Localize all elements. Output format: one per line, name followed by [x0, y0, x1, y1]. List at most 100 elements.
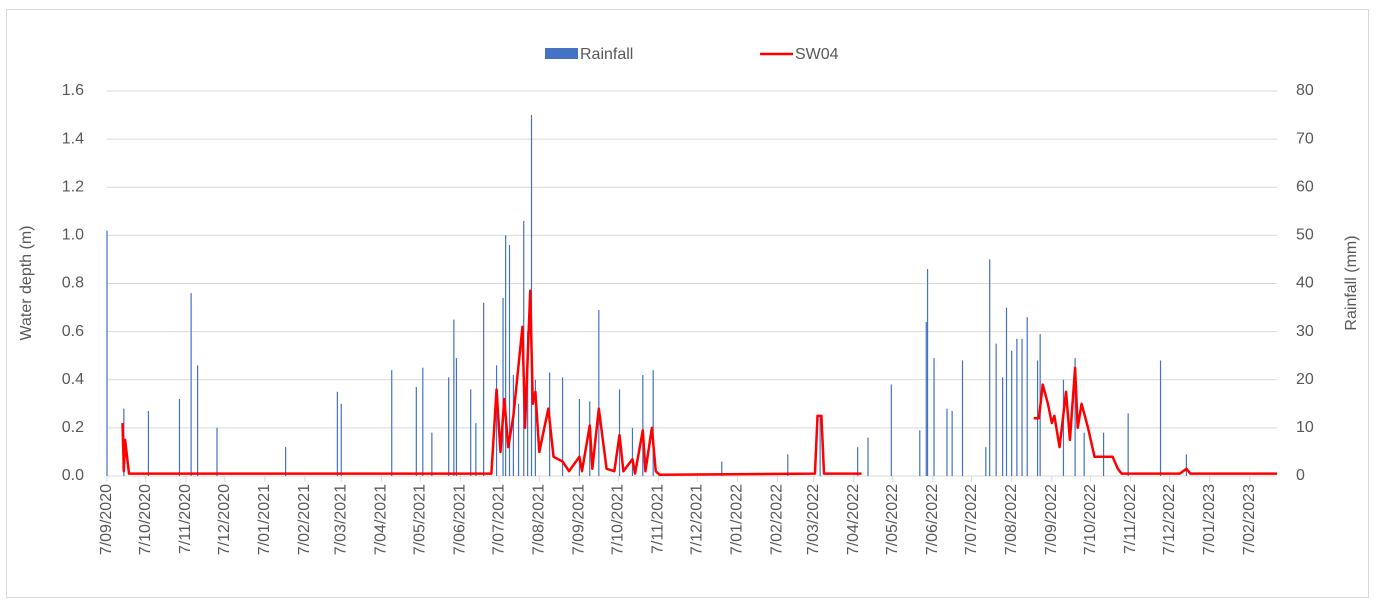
rain-bar	[578, 399, 581, 476]
rain-bar	[285, 447, 287, 476]
rain-bar	[453, 319, 455, 476]
x-tick-label: 7/02/2021	[296, 484, 313, 555]
rain-bar	[857, 447, 859, 476]
rain-bar	[1005, 307, 1008, 476]
x-tick-label: 7/07/2022	[963, 484, 980, 555]
x-tick-label: 7/01/2023	[1201, 484, 1218, 555]
rain-bar	[618, 389, 621, 476]
y-tick-label: 1.0	[62, 227, 84, 244]
rain-bar	[216, 427, 218, 476]
rain-bar	[951, 411, 953, 476]
x-tick-label: 7/04/2021	[373, 484, 390, 555]
x-tick-label: 7/03/2021	[332, 484, 349, 555]
rain-bar	[534, 379, 536, 476]
rain-bar	[925, 322, 927, 476]
rain-bar	[721, 461, 723, 476]
rain-bar	[455, 358, 458, 476]
y2-tick-label: 60	[1296, 178, 1314, 195]
x-tick-label: 7/10/2021	[609, 484, 626, 555]
y2-tick-label: 80	[1296, 82, 1314, 99]
y-tick-label: 1.2	[62, 178, 84, 195]
rain-bar	[517, 403, 520, 476]
x-tick-label: 7/09/2022	[1043, 484, 1060, 555]
rain-bar	[340, 403, 342, 476]
x-tick-label: 7/12/2021	[688, 484, 705, 555]
rain-bar	[598, 309, 600, 476]
y-tick-label: 0.4	[62, 371, 84, 388]
rain-bar	[1002, 377, 1004, 476]
rain-bar	[946, 408, 948, 476]
y-tick-label: 0.2	[62, 419, 84, 436]
y-tick-label: 1.4	[62, 130, 84, 147]
rain-bar	[652, 370, 654, 476]
x-tick-label: 7/01/2021	[256, 484, 273, 555]
rain-bar	[178, 399, 181, 476]
y-tick-label: 0.6	[62, 323, 84, 340]
x-tick-label: 7/08/2021	[530, 484, 547, 555]
rain-bar	[985, 447, 987, 476]
rain-bar	[495, 365, 498, 476]
rain-bar	[448, 377, 450, 476]
y2-tick-label: 70	[1296, 130, 1314, 147]
x-tick-label: 7/02/2022	[769, 484, 786, 555]
y2-tick-label: 0	[1296, 467, 1305, 484]
rain-bar	[1074, 358, 1076, 476]
y2-tick-label: 20	[1296, 371, 1314, 388]
x-tick-label: 7/08/2022	[1003, 484, 1020, 555]
rain-bar	[422, 367, 424, 476]
rain-bar	[1011, 350, 1013, 476]
rain-bar	[1016, 338, 1018, 476]
rain-bar	[1062, 379, 1065, 476]
x-tick-label: 7/03/2022	[805, 484, 822, 555]
rain-bar	[787, 454, 789, 476]
rain-bar	[1083, 432, 1085, 476]
y2-tick-label: 50	[1296, 227, 1314, 244]
rain-bar	[933, 358, 935, 476]
x-tick-label: 7/07/2021	[490, 484, 507, 555]
rain-bar	[631, 427, 634, 476]
rain-bar	[502, 297, 504, 476]
depth-line	[121, 289, 1277, 477]
x-tick-label: 7/05/2022	[884, 484, 901, 555]
chart-border	[6, 9, 1369, 598]
y-axis-label: Water depth (m)	[18, 226, 35, 341]
x-tick-label: 7/11/2020	[177, 484, 194, 554]
rain-bar	[926, 269, 929, 476]
rain-bar	[512, 374, 514, 476]
rain-bar	[106, 230, 108, 476]
rain-bar	[336, 391, 338, 476]
x-tick-label: 7/09/2021	[571, 484, 588, 555]
y-tick-label: 0.8	[62, 275, 84, 292]
rain-bar	[890, 384, 892, 476]
rain-bar	[1102, 432, 1105, 476]
x-tick-label: 7/12/2020	[216, 484, 233, 555]
rain-bar	[505, 235, 507, 476]
legend-swatch	[545, 48, 578, 59]
legend-label: SW04	[795, 46, 839, 63]
rain-bar	[642, 374, 644, 476]
rain-bar	[1127, 413, 1129, 476]
rain-bar	[1185, 454, 1188, 476]
x-tick-label: 7/06/2021	[452, 484, 469, 555]
x-tick-label: 7/05/2021	[411, 484, 428, 555]
rain-bar	[483, 302, 485, 476]
rain-bar	[508, 245, 511, 476]
x-tick-label: 7/01/2022	[729, 484, 746, 555]
rain-bar	[989, 259, 991, 476]
x-tick-label: 7/09/2020	[98, 484, 115, 555]
rain-bar	[1159, 360, 1162, 476]
y2-axis-label: Rainfall (mm)	[1343, 235, 1360, 330]
rain-bar	[391, 370, 393, 476]
rain-bar	[995, 343, 997, 476]
rain-bar	[415, 386, 417, 476]
x-tick-label: 7/11/2022	[1122, 484, 1139, 554]
x-tick-label: 7/06/2022	[924, 484, 941, 555]
x-tick-label: 7/04/2022	[845, 484, 862, 555]
rain-bar	[1021, 338, 1023, 476]
x-tick-label: 7/02/2023	[1241, 484, 1258, 555]
rain-bar	[819, 415, 821, 476]
x-tick-label: 7/11/2021	[650, 484, 667, 554]
rain-bar	[961, 360, 964, 476]
y-tick-label: 1.6	[62, 82, 84, 99]
